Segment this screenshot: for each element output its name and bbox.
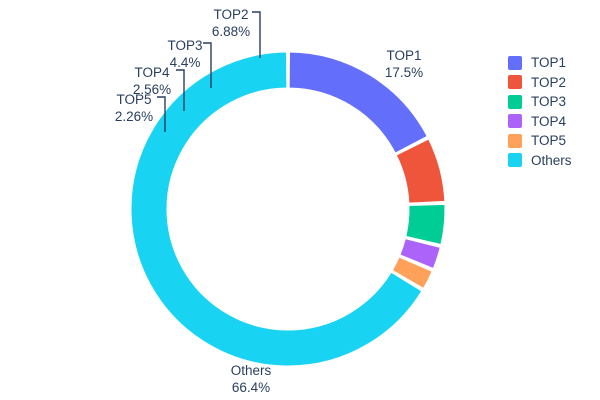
legend-item-top5[interactable]: TOP5	[508, 131, 594, 151]
legend-item-top4[interactable]: TOP4	[508, 112, 594, 132]
legend-item-top3[interactable]: TOP3	[508, 92, 594, 112]
legend-label: TOP4	[531, 113, 567, 129]
leader-line-top3	[203, 42, 212, 88]
pie-slice-others[interactable]	[130, 51, 423, 367]
legend-label: Others	[531, 152, 572, 168]
legend: TOP1 TOP2 TOP3 TOP4 TOP5 Others	[508, 53, 594, 170]
slice-percent-top3: 4.4%	[170, 55, 201, 70]
legend-swatch-icon	[508, 114, 522, 129]
slice-name-top1: TOP1	[386, 48, 421, 63]
leader-line-top4	[176, 69, 185, 111]
leader-line-top2	[252, 11, 261, 58]
legend-swatch-icon	[508, 153, 522, 168]
leader-line-layer	[157, 11, 261, 132]
pie-slice-top1[interactable]	[288, 51, 428, 154]
slice-name-top2: TOP2	[213, 7, 248, 22]
pie-slice-top3[interactable]	[405, 203, 446, 246]
slice-name-top3: TOP3	[167, 38, 202, 53]
legend-label: TOP5	[531, 133, 567, 149]
slice-percent-top1: 17.5%	[385, 65, 423, 80]
legend-item-others[interactable]: Others	[508, 151, 594, 171]
pie-slice-top5[interactable]	[391, 256, 433, 290]
legend-swatch-icon	[508, 133, 522, 148]
slice-percent-others: 66.4%	[232, 380, 270, 395]
legend-item-top2[interactable]: TOP2	[508, 73, 594, 93]
leader-line-top5	[157, 96, 166, 132]
legend-label: TOP2	[531, 74, 567, 90]
slice-percent-top5: 2.26%	[115, 109, 153, 124]
slice-percent-top2: 6.88%	[212, 24, 250, 39]
slice-percent-top4: 2.56%	[133, 82, 171, 97]
slice-label-layer: TOP1 17.5% TOP2 6.88% TOP3 4.4%TOP4 2.56%TOP5 2…	[115, 7, 423, 395]
pie-slice-top4[interactable]	[399, 237, 441, 270]
legend-item-top1[interactable]: TOP1	[508, 53, 594, 73]
slice-name-top5: TOP5	[116, 92, 151, 107]
legend-swatch-icon	[508, 94, 522, 109]
slice-layer	[130, 51, 446, 367]
slice-name-others: Others	[231, 363, 272, 378]
legend-label: TOP1	[531, 55, 567, 71]
legend-label: TOP3	[531, 94, 567, 110]
slice-name-top4: TOP4	[134, 65, 170, 80]
pie-slice-top2[interactable]	[395, 138, 446, 204]
legend-swatch-icon	[508, 75, 522, 90]
legend-swatch-icon	[508, 55, 522, 70]
